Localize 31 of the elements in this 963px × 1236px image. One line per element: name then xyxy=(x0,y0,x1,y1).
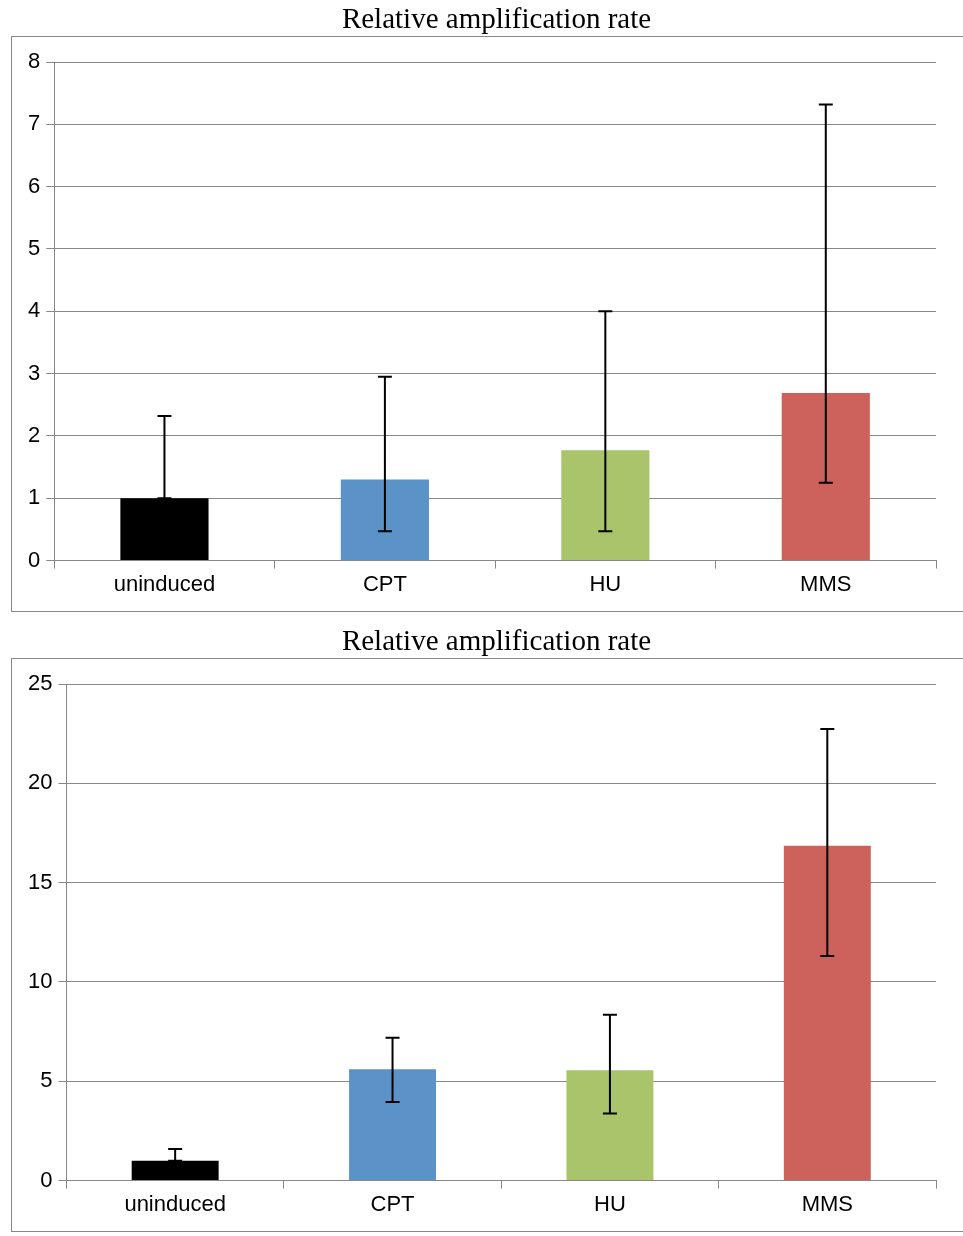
bar xyxy=(783,845,871,1181)
y-tick-label: 10 xyxy=(27,968,53,994)
y-tick-label: 6 xyxy=(27,172,41,198)
y-tick-label: 20 xyxy=(27,769,53,795)
x-tick-label: HU xyxy=(594,1190,626,1216)
y-tick-label: 0 xyxy=(27,546,41,572)
x-tick-label: MMS xyxy=(801,1190,853,1216)
y-tick-label: 5 xyxy=(40,1067,53,1093)
chart-title: Relative amplification rate xyxy=(340,1,653,36)
bar xyxy=(340,479,429,561)
y-tick-label: 15 xyxy=(27,868,53,894)
y-tick-label: 25 xyxy=(27,670,53,696)
bar xyxy=(781,392,870,561)
x-tick-label: HU xyxy=(589,570,622,596)
y-tick-label: 2 xyxy=(27,422,41,448)
y-tick-label: 7 xyxy=(27,110,41,136)
y-tick-label: 4 xyxy=(27,297,41,323)
x-tick-label: uninduced xyxy=(124,1190,226,1216)
x-tick-label: CPT xyxy=(370,1190,415,1216)
y-tick-label: 3 xyxy=(27,359,41,385)
chart-title: Relative amplification rate xyxy=(340,623,653,658)
y-tick-label: 5 xyxy=(27,235,41,261)
bar xyxy=(349,1069,437,1181)
x-tick-label: MMS xyxy=(800,570,852,596)
bar xyxy=(561,450,650,561)
x-tick-label: uninduced xyxy=(113,570,216,596)
y-tick-label: 0 xyxy=(40,1166,53,1192)
x-tick-label: CPT xyxy=(362,570,407,596)
bar xyxy=(566,1070,654,1181)
y-tick-label: 1 xyxy=(27,484,41,510)
y-tick-label: 8 xyxy=(27,48,41,74)
